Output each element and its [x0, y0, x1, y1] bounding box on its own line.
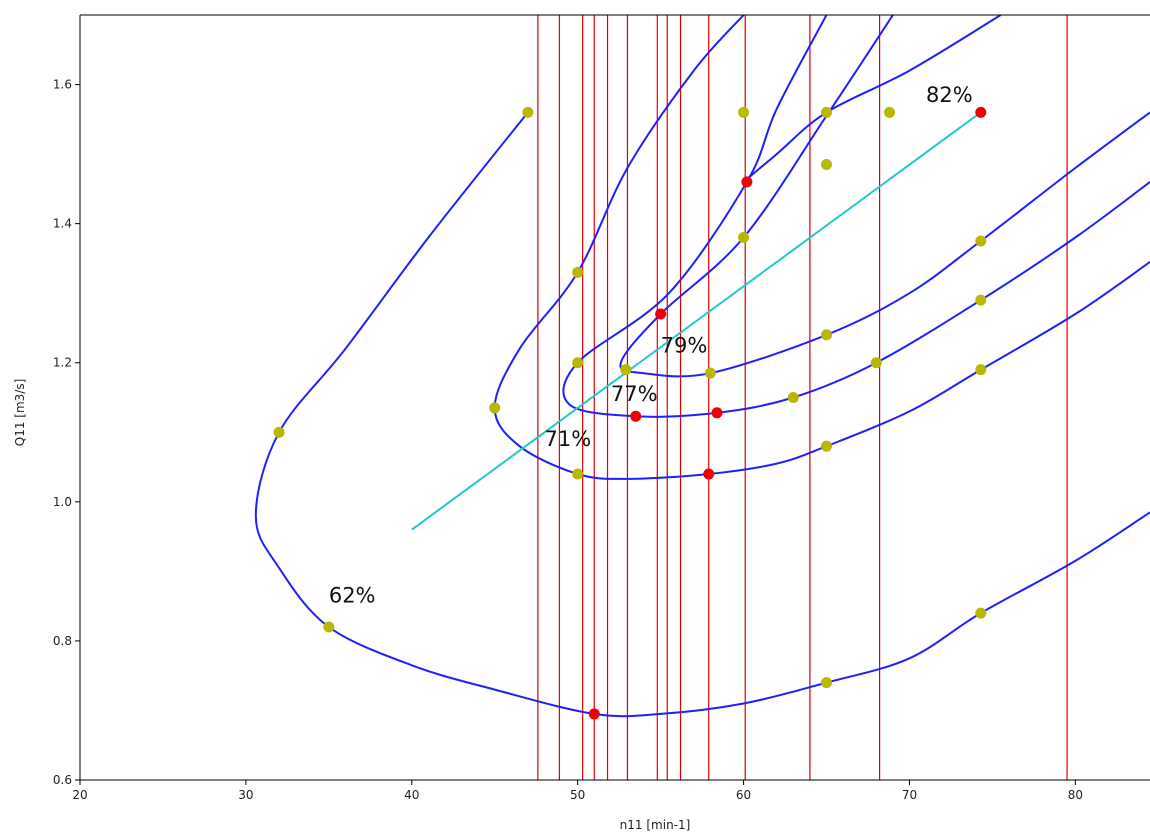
- point-yellow-9: [821, 329, 833, 341]
- x-tick-label-6: 80: [1068, 788, 1083, 802]
- x-tick-label-3: 50: [570, 788, 585, 802]
- y-tick-label-4: 1.4: [53, 217, 72, 231]
- point-yellow-17: [273, 426, 285, 438]
- contour-79: [619, 15, 1150, 378]
- point-red-0: [975, 106, 987, 118]
- x-tick-label-0: 20: [72, 788, 87, 802]
- point-yellow-4: [821, 159, 833, 171]
- point-yellow-6: [975, 235, 987, 247]
- point-red-5: [703, 468, 715, 480]
- point-yellow-5: [738, 232, 750, 244]
- point-yellow-2: [821, 106, 833, 118]
- point-yellow-21: [323, 621, 335, 633]
- point-red-3: [711, 407, 723, 419]
- point-yellow-18: [821, 440, 833, 452]
- optimum-line: [411, 111, 982, 531]
- x-tick-label-4: 60: [736, 788, 751, 802]
- y-tick-label-0: 0.6: [53, 773, 72, 787]
- plot-area: 62% 71% 77% 79% 82%: [254, 15, 1150, 780]
- point-yellow-3: [884, 106, 896, 118]
- y-tick-label-3: 1.2: [53, 356, 72, 370]
- efficiency-label-77: 77%: [611, 382, 658, 406]
- x-tick-label-5: 70: [902, 788, 917, 802]
- y-tick-label-2: 1.0: [53, 495, 72, 509]
- point-yellow-10: [572, 357, 584, 369]
- y-tick-label-5: 1.6: [53, 78, 72, 92]
- contour-82: [742, 15, 1002, 183]
- point-yellow-15: [787, 392, 799, 403]
- contour-71: [493, 15, 1150, 480]
- point-yellow-0: [522, 106, 534, 118]
- point-red-1: [741, 176, 753, 188]
- x-axis-title: n11 [min-1]: [620, 818, 691, 832]
- axes: 20 30 40 50 60 70 80 0.6 0.8 1.0 1.2 1.4 1.6 n11 [min…: [13, 14, 1150, 832]
- y-axis-title: Q11 [m3/s]: [13, 379, 27, 447]
- point-yellow-22: [821, 677, 833, 689]
- efficiency-label-79: 79%: [661, 333, 708, 357]
- point-yellow-13: [620, 364, 632, 376]
- point-yellow-19: [572, 468, 584, 480]
- point-yellow-11: [870, 357, 882, 369]
- y-tick-label-1: 0.8: [53, 634, 72, 648]
- point-yellow-14: [704, 367, 716, 379]
- point-yellow-12: [975, 364, 987, 376]
- point-yellow-16: [489, 402, 501, 414]
- efficiency-label-82: 82%: [926, 83, 973, 107]
- contour-77: [562, 15, 1150, 418]
- point-red-6: [588, 708, 600, 720]
- x-tick-label-2: 40: [404, 788, 419, 802]
- point-yellow-7: [572, 266, 584, 278]
- point-red-2: [655, 308, 667, 320]
- contour-62: [254, 111, 1150, 718]
- point-yellow-1: [738, 106, 750, 118]
- point-red-4: [630, 410, 642, 422]
- efficiency-label-71: 71%: [544, 427, 591, 451]
- x-tick-label-1: 30: [238, 788, 253, 802]
- efficiency-label-62: 62%: [329, 584, 376, 608]
- point-yellow-20: [975, 607, 987, 619]
- point-yellow-8: [975, 294, 987, 306]
